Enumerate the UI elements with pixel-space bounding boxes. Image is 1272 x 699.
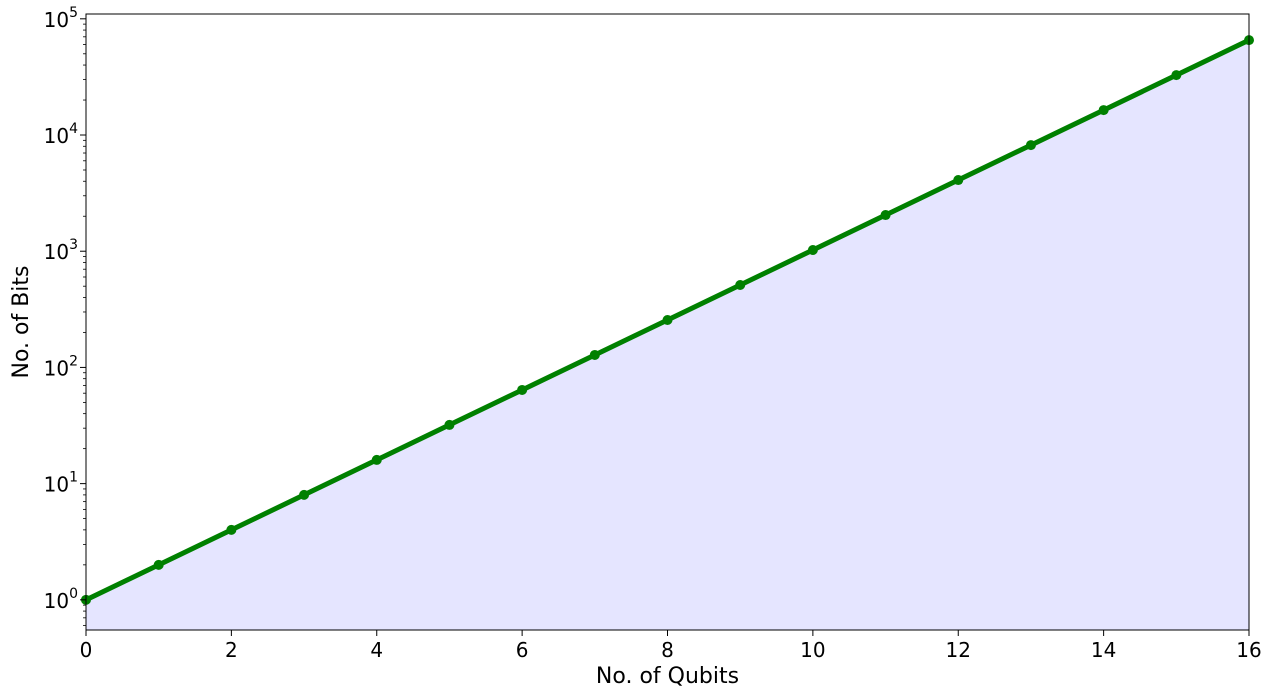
x-tick-label: 12 xyxy=(946,638,971,662)
data-point xyxy=(1098,105,1109,116)
x-tick-label: 16 xyxy=(1236,638,1261,662)
x-tick-label: 10 xyxy=(800,638,825,662)
x-tick-label: 2 xyxy=(225,638,238,662)
data-point xyxy=(1025,140,1036,151)
data-point xyxy=(662,314,673,325)
x-tick-label: 14 xyxy=(1091,638,1116,662)
data-point xyxy=(735,280,746,291)
y-tick-label: 105 xyxy=(44,5,78,32)
data-point xyxy=(299,489,310,500)
area-fill xyxy=(86,40,1249,630)
data-point xyxy=(880,210,891,221)
y-tick-label: 101 xyxy=(44,470,78,497)
data-point xyxy=(1171,70,1182,81)
data-point xyxy=(444,419,455,430)
data-point xyxy=(589,349,600,360)
x-tick-label: 8 xyxy=(661,638,674,662)
data-point xyxy=(517,384,528,395)
data-point xyxy=(226,524,237,535)
plot-frame xyxy=(85,13,1250,631)
y-axis-ticks: 100 101 102 103 104 105 xyxy=(44,5,86,627)
y-tick-label: 102 xyxy=(44,353,78,380)
y-tick-label: 104 xyxy=(44,121,78,148)
data-point xyxy=(807,245,818,256)
x-tick-label: 6 xyxy=(516,638,529,662)
y-tick-label: 100 xyxy=(44,586,78,613)
plot-area xyxy=(81,35,1254,630)
data-point xyxy=(953,175,964,186)
x-axis-ticks: 0 2 4 6 8 10 12 14 16 xyxy=(80,630,1262,662)
x-tick-label: 4 xyxy=(370,638,383,662)
x-axis-label: No. of Qubits xyxy=(596,664,739,689)
y-tick-label: 103 xyxy=(44,237,78,264)
data-point xyxy=(153,559,164,570)
data-point xyxy=(371,454,382,465)
x-tick-label: 0 xyxy=(80,638,93,662)
y-axis-label: No. of Bits xyxy=(9,265,34,378)
